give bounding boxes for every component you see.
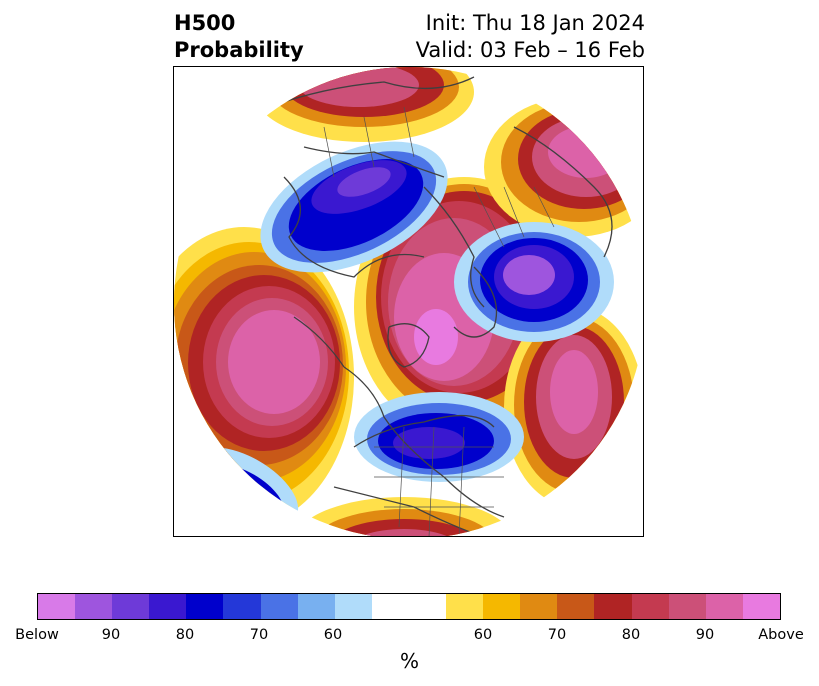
colorbar-segment: [631, 594, 669, 619]
colorbar-segment: [557, 594, 595, 619]
colorbar-segment: [297, 594, 335, 619]
colorbar-tick-label: 60: [473, 627, 493, 643]
colorbar-segment: [75, 594, 113, 619]
colorbar-tick-label: 80: [621, 627, 641, 643]
colorbar-segment: [594, 594, 632, 619]
anomaly-below-canada: [354, 392, 524, 482]
colorbar-tick-label: 70: [249, 627, 269, 643]
colorbar-segment: [483, 594, 521, 619]
colorbar-segment: [668, 594, 706, 619]
colorbar-segment: [520, 594, 558, 619]
colorbar-tick-label: Below: [15, 627, 59, 643]
colorbar-segment: [260, 594, 298, 619]
colorbar-segment: [334, 594, 372, 619]
anomaly-below-atlantic: [454, 222, 614, 342]
colorbar-segment: [446, 594, 484, 619]
anomaly-above-south: [294, 497, 514, 536]
colorbar-segment: [38, 594, 76, 619]
colorbar: [37, 593, 781, 620]
title-right: Init: Thu 18 Jan 2024 Valid: 03 Feb – 16…: [415, 11, 645, 62]
colorbar-segment: [223, 594, 261, 619]
colorbar-tick-label: 90: [695, 627, 715, 643]
map-panel: [173, 66, 644, 537]
title-left: H500 Probability: [174, 11, 304, 62]
colorbar-segment: [112, 594, 150, 619]
anomaly-below-russia: [260, 141, 448, 273]
colorbar-tick-label: 80: [175, 627, 195, 643]
probability-map: [174, 67, 643, 536]
colorbar-segment: [371, 594, 447, 619]
anomaly-above-pacific: [174, 227, 354, 527]
colorbar-tick-label: 60: [323, 627, 343, 643]
colorbar-ticks: Below 90 80 70 60 60 70 80 90 Above: [15, 627, 804, 647]
colorbar-segment: [705, 594, 743, 619]
colorbar-segment: [149, 594, 187, 619]
colorbar-tick-label: 90: [101, 627, 121, 643]
colorbar-segment: [742, 594, 780, 619]
colorbar-unit-label: %: [399, 649, 419, 673]
colorbar-tick-label: 70: [547, 627, 567, 643]
colorbar-segment: [186, 594, 224, 619]
borders: [323, 106, 555, 536]
colorbar-tick-label: Above: [758, 627, 804, 643]
